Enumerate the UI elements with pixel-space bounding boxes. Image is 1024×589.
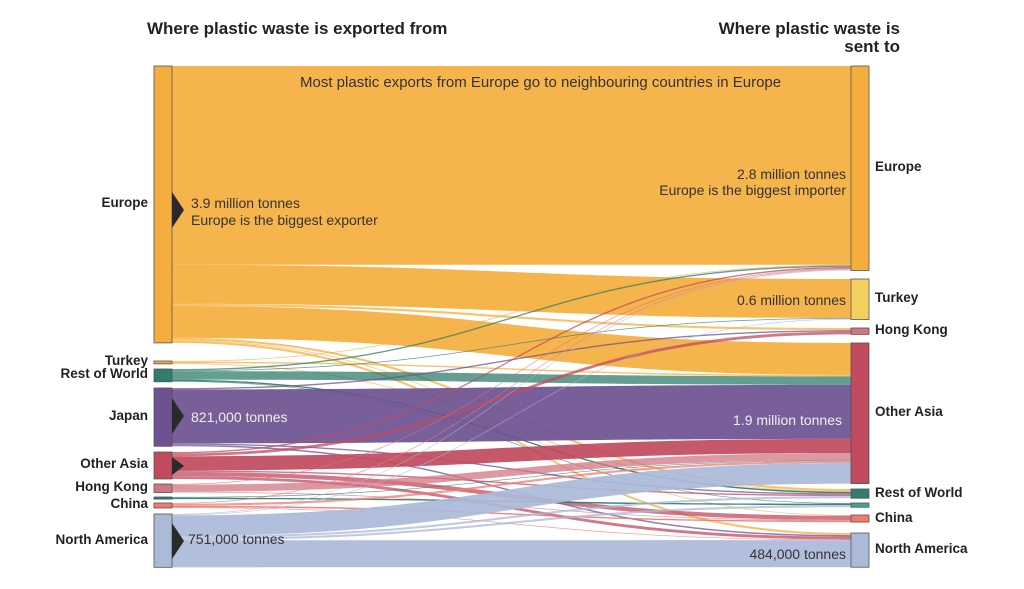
target-label-na: North America <box>875 541 968 557</box>
pointer-arrow-icon <box>172 192 184 228</box>
target-label-eu: Europe <box>875 159 922 175</box>
source-node-x <box>153 496 173 500</box>
flow-cn-to-cn <box>172 505 851 523</box>
target-label-oa: Other Asia <box>875 404 943 420</box>
pointer-arrow-icon <box>172 398 184 434</box>
flow-eu-to-oa <box>172 305 851 375</box>
flow-cn-to-oa <box>172 460 851 506</box>
flow-oa-to-oa <box>172 438 851 471</box>
flow-row-to-tr <box>172 318 851 372</box>
other-asia-import-value: 1.9 million tonnes <box>733 412 842 428</box>
source-label-oa: Other Asia <box>80 456 148 472</box>
source-label-jp: Japan <box>108 408 148 424</box>
flow-cn-to-eu <box>172 269 851 504</box>
flow-na-to-tr <box>172 318 851 516</box>
target-label-hk: Hong Kong <box>875 322 948 338</box>
target-node-row <box>850 488 870 499</box>
north-america-import-value: 484,000 tonnes <box>749 546 846 562</box>
source-label-eu: Europe <box>101 195 148 211</box>
target-node-eu <box>850 65 870 271</box>
flow-na-to-row <box>172 496 851 539</box>
flow-row-to-eu <box>172 265 851 371</box>
target-label-row: Rest of World <box>875 484 963 500</box>
source-node-cn <box>153 502 173 509</box>
flow-eu-to-hk <box>172 303 851 331</box>
flow-na-to-na <box>172 540 851 568</box>
turkey-import-value: 0.6 million tonnes <box>737 292 846 308</box>
flow-eu-to-eu <box>172 66 851 265</box>
flow-jp-to-oa <box>172 384 851 444</box>
europe-import-note: Europe is the biggest importer <box>659 182 846 198</box>
target-node-tr <box>850 278 870 320</box>
source-node-na <box>153 513 173 568</box>
source-label-row: Rest of World <box>60 366 149 382</box>
target-node-oa <box>850 342 870 484</box>
left-header: Where plastic waste is exported from <box>147 19 448 38</box>
flow-hk-to-eu <box>172 268 851 485</box>
source-label-hk: Hong Kong <box>75 479 148 495</box>
flow-oa-to-eu <box>172 266 851 454</box>
flow-tr-to-oa <box>172 361 851 377</box>
europe-flow-note: Most plastic exports from Europe go to n… <box>300 74 782 91</box>
target-label-cn: China <box>875 509 913 525</box>
flow-row-to-x <box>172 381 851 504</box>
flow-eu-to-tr <box>172 264 851 319</box>
source-node-hk <box>153 483 173 493</box>
source-node-tr <box>153 360 173 365</box>
source-node-eu <box>153 65 173 344</box>
source-node-oa <box>153 451 173 480</box>
flow-row-to-oa <box>172 371 851 385</box>
europe-export-value: 3.9 million tonnes <box>191 195 300 211</box>
pointer-arrow-icon <box>172 457 184 475</box>
source-label-tr: Turkey <box>104 353 148 369</box>
right-header: Where plastic waste is sent to <box>718 19 900 56</box>
flow-tr-to-eu <box>172 264 851 362</box>
source-node-jp <box>153 387 173 447</box>
target-label-tr: Turkey <box>875 290 919 306</box>
target-node-cn <box>850 514 870 523</box>
pointer-arrow-icon <box>172 523 184 559</box>
target-node-na <box>850 532 870 568</box>
source-label-cn: China <box>110 496 148 512</box>
north-america-export-value: 751,000 tonnes <box>188 531 285 547</box>
flow-oa-to-hk <box>172 331 851 457</box>
flow-hk-to-oa <box>172 453 851 492</box>
flow-na-to-x <box>172 505 851 541</box>
target-node-x <box>850 502 870 508</box>
target-node-hk <box>850 327 870 335</box>
flow-na-to-eu <box>172 269 851 515</box>
source-node-row <box>153 368 173 383</box>
europe-export-note: Europe is the biggest exporter <box>191 212 378 228</box>
europe-import-value: 2.8 million tonnes <box>737 166 846 182</box>
flow-x-to-oa <box>172 460 851 498</box>
japan-export-value: 821,000 tonnes <box>191 409 288 425</box>
flow-na-to-oa <box>172 462 851 537</box>
source-label-na: North America <box>55 531 148 547</box>
